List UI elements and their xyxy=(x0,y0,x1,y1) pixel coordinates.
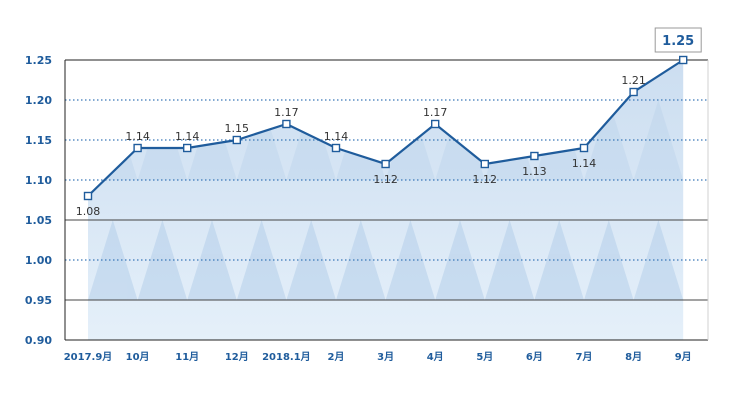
y-tick-label: 1.15 xyxy=(25,134,52,147)
x-tick-label: 7月 xyxy=(576,351,593,363)
data-point xyxy=(579,143,589,153)
data-point xyxy=(331,143,341,153)
data-label: 1.21 xyxy=(621,74,646,87)
last-value-box xyxy=(654,27,702,53)
x-tick-label: 12月 xyxy=(225,351,249,363)
x-tick-label: 10月 xyxy=(126,351,150,363)
data-point xyxy=(182,143,192,153)
data-point xyxy=(282,119,291,129)
x-tick-label: 5月 xyxy=(476,351,493,363)
data-label: 1.25 xyxy=(662,34,694,49)
x-tick-label: 4月 xyxy=(427,351,444,363)
y-tick-label: 0.95 xyxy=(25,294,52,307)
y-tick-label: 1.00 xyxy=(25,254,52,267)
data-point xyxy=(629,87,638,97)
area-fill xyxy=(88,60,684,340)
data-label: 1.12 xyxy=(473,173,498,186)
data-label: 1.14 xyxy=(125,130,150,143)
data-label: 1.17 xyxy=(423,106,448,119)
data-point xyxy=(679,55,688,65)
area-pattern xyxy=(88,100,684,300)
data-point xyxy=(133,143,142,153)
x-tick-label: 11月 xyxy=(175,351,199,363)
y-tick-label: 1.25 xyxy=(25,54,52,67)
axes xyxy=(64,59,709,341)
series-line xyxy=(83,55,688,201)
data-point xyxy=(480,159,489,169)
data-point xyxy=(530,151,539,161)
x-tick-label: 6月 xyxy=(526,351,543,363)
data-label: 1.12 xyxy=(373,173,398,186)
data-label: 1.13 xyxy=(522,165,547,178)
area-fill-shape xyxy=(88,60,684,340)
x-axis-ticks: 2017.9月 10月 11月 12月 2018.1月 2月 3月 4月 5月 6月 7月 8月 9月 xyxy=(64,351,692,363)
data-label: 1.14 xyxy=(175,130,200,143)
x-tick-label: 8月 xyxy=(625,351,642,363)
data-point xyxy=(83,191,93,201)
data-label: 1.15 xyxy=(225,122,250,135)
gridlines xyxy=(65,99,708,301)
y-tick-label: 1.20 xyxy=(25,94,52,107)
x-tick-label: 2月 xyxy=(328,351,345,363)
y-tick-label: 1.05 xyxy=(25,214,52,227)
x-tick-label: 2017.9月 xyxy=(64,351,113,363)
data-point xyxy=(431,119,440,129)
data-point xyxy=(232,135,242,145)
y-axis-ticks: 1.25 1.20 1.15 1.10 1.05 1.00 0.95 0.90 xyxy=(25,54,52,347)
x-tick-label: 9月 xyxy=(675,351,692,363)
data-point xyxy=(381,159,390,169)
data-labels: 1.08 1.14 1.14 1.15 1.17 1.14 1.12 1.17 1.12 1.13… xyxy=(76,27,702,218)
y-tick-label: 0.90 xyxy=(25,334,52,347)
data-label: 1.17 xyxy=(274,106,299,119)
data-label: 1.08 xyxy=(76,205,101,218)
y-tick-label: 1.10 xyxy=(25,174,52,187)
x-tick-label: 3月 xyxy=(377,351,394,363)
x-tick-label: 2018.1月 xyxy=(262,351,311,363)
data-label: 1.14 xyxy=(324,130,349,143)
data-label: 1.14 xyxy=(572,157,597,170)
